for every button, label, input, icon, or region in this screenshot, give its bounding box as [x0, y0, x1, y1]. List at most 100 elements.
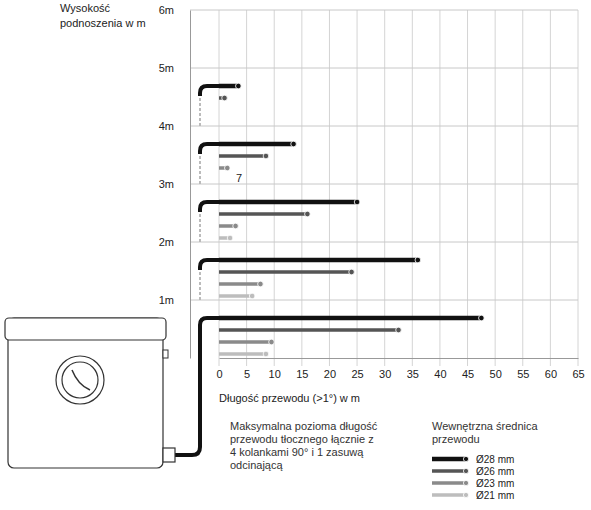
- x-tick-label: 35: [407, 368, 419, 380]
- x-tick: 45: [462, 358, 474, 380]
- x-tick-label: 5: [244, 368, 250, 380]
- pipe-dash: [199, 214, 201, 242]
- pump-port: [163, 350, 168, 358]
- x-tick-label: 0: [216, 368, 222, 380]
- bar-end: [263, 351, 269, 357]
- legend-swatch-dot: [463, 492, 468, 497]
- bar-end: [233, 223, 239, 229]
- x-axis-title: Długość przewodu (>1°) w m: [219, 392, 360, 404]
- legend-swatch: [432, 481, 466, 485]
- pump-outlet: [163, 448, 175, 462]
- x-tick-label: 30: [379, 368, 391, 380]
- x-tick-label: 10: [269, 368, 281, 380]
- bar: [219, 142, 294, 147]
- x-tick-label: 40: [434, 368, 446, 380]
- x-tick: 35: [407, 358, 419, 380]
- legend-swatch: [432, 457, 466, 462]
- pump: [5, 318, 175, 468]
- pipe-elbow: [200, 86, 219, 96]
- grid-line-x: [384, 10, 385, 366]
- grid-line-x: [578, 10, 579, 366]
- pipe-elbow: [200, 144, 219, 154]
- y-axis-line: [190, 11, 191, 359]
- grid-line-y: [190, 300, 578, 301]
- grid-line-x: [439, 10, 440, 366]
- y-tick: 5m: [159, 62, 190, 74]
- grid-line-x: [219, 10, 220, 366]
- x-tick-label: 65: [572, 368, 584, 380]
- bar-end: [349, 269, 355, 275]
- x-tick: 30: [379, 358, 391, 380]
- bar: [219, 340, 271, 344]
- bar-end: [227, 235, 233, 241]
- bar-end: [396, 327, 402, 333]
- legend-label: Ø28 mm: [476, 454, 514, 465]
- y-axis: 1m 2m 3m 4m 5m 6m: [159, 4, 191, 358]
- bar-end: [224, 165, 230, 171]
- bar-end: [415, 257, 421, 263]
- x-tick: 5: [244, 358, 250, 380]
- legend-title: Wewnętrzna średnicaprzewodu: [432, 420, 538, 445]
- y-tick-label: 1m: [159, 294, 174, 306]
- y-tick-label: 6m: [159, 4, 174, 16]
- legend-swatch-dot: [463, 480, 468, 485]
- x-tick: 40: [434, 358, 446, 380]
- legend-label: Ø21 mm: [476, 490, 514, 501]
- pump-dial: [56, 356, 104, 404]
- pump-dial-sign: [72, 370, 90, 390]
- x-tick-label: 50: [490, 368, 502, 380]
- y-tick: 6m: [159, 4, 190, 16]
- bar-end: [258, 281, 264, 287]
- bar-end: [222, 95, 228, 101]
- x-axis-line: [220, 358, 579, 359]
- grid-line-x: [357, 10, 358, 366]
- grid-line-y: [190, 242, 578, 243]
- grid-line-y: [190, 184, 578, 185]
- pipe-elbow: [175, 318, 219, 455]
- grid-line-x: [522, 10, 523, 366]
- bar-end: [263, 153, 269, 159]
- grid-line-x: [246, 10, 247, 366]
- y-tick-label: 2m: [159, 236, 174, 248]
- x-tick: 0: [216, 358, 222, 380]
- y-tick: 1m: [159, 294, 190, 306]
- x-tick-label: 45: [462, 368, 474, 380]
- x-tick: 55: [517, 358, 529, 380]
- bar: [219, 352, 266, 356]
- y-axis-title: Wysokośćpodnoszenia w m: [60, 2, 146, 29]
- grid: [190, 10, 578, 366]
- bar-end: [269, 339, 275, 345]
- legend-swatch-dot: [463, 456, 468, 461]
- legend-label: Ø23 mm: [476, 478, 514, 489]
- pipes: [175, 86, 219, 455]
- x-tick: 20: [324, 358, 336, 380]
- x-tick-label: 60: [545, 368, 557, 380]
- grid-line-x: [412, 10, 413, 366]
- bar: [219, 212, 307, 216]
- bar: [219, 282, 260, 286]
- y-tick-label: 5m: [159, 62, 174, 74]
- x-tick-label: 20: [324, 368, 336, 380]
- x-tick: 60: [545, 358, 557, 380]
- grid-line-x: [467, 10, 468, 366]
- bar-end: [249, 293, 255, 299]
- grid-line-x: [274, 10, 275, 366]
- chart: 0 5 10 15 20 25 30 35 40 45 50 55 60 65 1m 2m 3m 4m 5m 6m Wy…: [0, 0, 591, 510]
- bar: [219, 154, 266, 158]
- x-tick: 25: [351, 358, 363, 380]
- grid-line-x: [495, 10, 496, 366]
- grid-line-y: [190, 10, 578, 11]
- bar: [219, 328, 399, 332]
- note: Maksymalna pozioma długośćprzewodu tłocz…: [230, 420, 378, 471]
- grid-line-y: [190, 68, 578, 69]
- x-tick-label: 15: [296, 368, 308, 380]
- y-tick: 3m: [159, 178, 190, 190]
- bars: [219, 83, 484, 357]
- bar: [219, 294, 252, 298]
- y-tick: 2m: [159, 236, 190, 248]
- pipe-elbow: [200, 260, 219, 270]
- y-tick: 4m: [159, 120, 190, 132]
- legend-swatch: [432, 469, 466, 473]
- pump-lid: [5, 318, 166, 340]
- x-tick: 10: [269, 358, 281, 380]
